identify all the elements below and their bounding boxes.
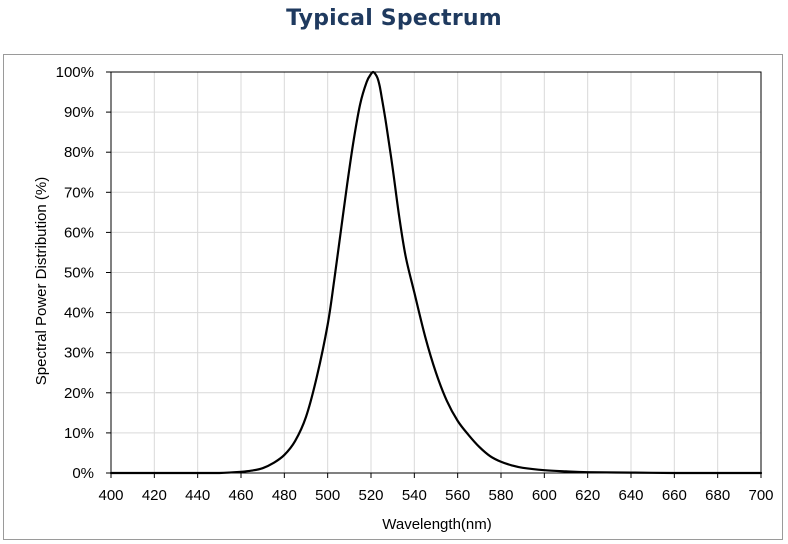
x-tick-label: 560: [445, 487, 470, 504]
y-tick-label: 10%: [64, 425, 94, 442]
x-tick-label: 440: [185, 487, 210, 504]
y-tick-label: 0%: [72, 465, 94, 482]
y-tick-label: 80%: [64, 144, 94, 161]
x-tick-label: 700: [748, 487, 773, 504]
y-tick-label: 100%: [56, 64, 94, 81]
y-tick-label: 70%: [64, 184, 94, 201]
x-tick-label: 460: [228, 487, 253, 504]
y-tick-label: 90%: [64, 104, 94, 121]
x-axis-title: Wavelength(nm): [382, 516, 491, 533]
x-tick-label: 500: [315, 487, 340, 504]
x-tick-label: 660: [662, 487, 687, 504]
x-tick-label: 400: [98, 487, 123, 504]
chart-frame: [3, 54, 783, 540]
x-tick-label: 620: [575, 487, 600, 504]
x-tick-label: 680: [705, 487, 730, 504]
y-tick-label: 60%: [64, 224, 94, 241]
x-tick-label: 520: [358, 487, 383, 504]
line-layer: [109, 70, 763, 475]
grid-layer: [110, 71, 762, 474]
x-tick-label: 640: [618, 487, 643, 504]
tick-layer: 400 420 440 460 480 500 520 540 560 580 600 620 640 6…: [56, 64, 774, 504]
y-tick-label: 50%: [64, 265, 94, 282]
x-tick-label: 600: [532, 487, 557, 504]
spectrum-line: [109, 70, 763, 475]
chart-title: Typical Spectrum: [286, 6, 502, 31]
y-tick-label: 20%: [64, 385, 94, 402]
y-tick-label: 30%: [64, 345, 94, 362]
x-tick-label: 420: [142, 487, 167, 504]
y-tick-label: 40%: [64, 305, 94, 322]
x-tick-label: 480: [272, 487, 297, 504]
x-tick-label: 540: [402, 487, 427, 504]
x-tick-label: 580: [488, 487, 513, 504]
y-axis-title: Spectral Power Distribution (%): [33, 177, 50, 385]
